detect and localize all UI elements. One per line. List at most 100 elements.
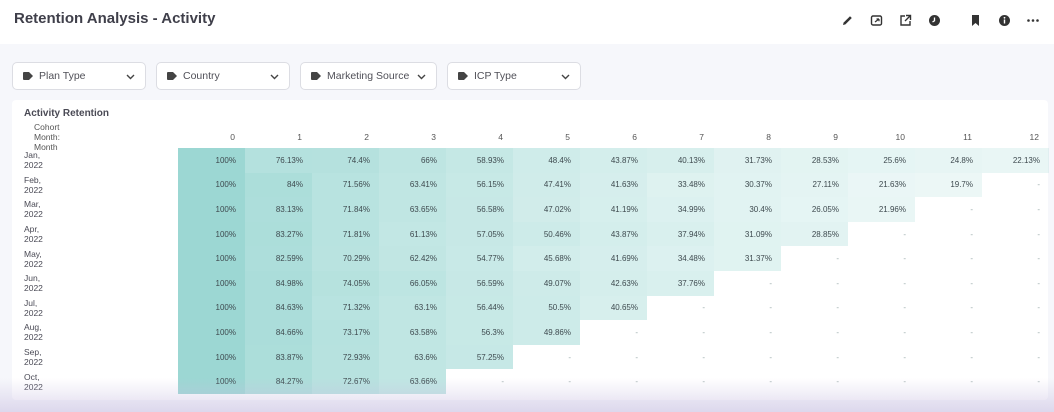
chevron-down-icon — [270, 72, 279, 84]
clock-icon — [928, 14, 940, 26]
column-header: 4 — [498, 132, 503, 142]
filter-label: Plan Type — [39, 70, 86, 82]
retention-cell: 84.27% — [245, 369, 312, 394]
filter-icp-type[interactable]: ICP Type — [447, 62, 581, 90]
retention-cell: 26.05% — [781, 197, 848, 222]
retention-cell: 19.7% — [915, 172, 982, 198]
retention-cell: - — [1037, 278, 1040, 288]
chevron-down-icon — [561, 72, 570, 84]
retention-cell: - — [903, 352, 906, 362]
retention-cell: 83.13% — [245, 197, 312, 222]
retention-cell: 28.53% — [781, 148, 848, 173]
edit-button[interactable] — [834, 10, 860, 30]
retention-cell: 82.59% — [245, 246, 312, 271]
retention-cell: - — [769, 278, 772, 288]
retention-cell: 56.59% — [446, 271, 513, 296]
retention-cell: 24.8% — [915, 148, 982, 173]
retention-cell: - — [970, 204, 973, 214]
retention-cell: 31.09% — [714, 221, 781, 247]
open-external-button[interactable] — [892, 10, 918, 30]
retention-cell: 37.76% — [647, 271, 714, 296]
more-button[interactable] — [1020, 10, 1046, 30]
filter-country[interactable]: Country — [156, 62, 290, 90]
retention-cell: 100% — [178, 148, 245, 173]
history-button[interactable] — [921, 10, 947, 30]
bookmark-button[interactable] — [962, 10, 988, 30]
column-header: 8 — [766, 132, 771, 142]
retention-cell: 100% — [178, 369, 245, 394]
retention-cell: 100% — [178, 197, 245, 222]
retention-cell: - — [635, 377, 638, 387]
retention-cell: 73.17% — [312, 320, 379, 345]
retention-cell: - — [903, 327, 906, 337]
column-header: 2 — [364, 132, 369, 142]
retention-cell: 66.05% — [379, 271, 446, 296]
retention-cell: - — [903, 377, 906, 387]
bookmark-icon — [971, 14, 979, 26]
retention-cell: - — [1037, 254, 1040, 264]
retention-cell: - — [903, 254, 906, 264]
retention-cell: 84.63% — [245, 295, 312, 321]
retention-cell: 100% — [178, 172, 245, 198]
retention-cell: 71.84% — [312, 197, 379, 222]
retention-cell: - — [970, 229, 973, 239]
info-button[interactable] — [991, 10, 1017, 30]
retention-cell: 72.67% — [312, 369, 379, 394]
retention-cell: 40.13% — [647, 148, 714, 173]
retention-cell: 63.66% — [379, 369, 446, 394]
retention-cell: - — [702, 377, 705, 387]
card-title: Activity Retention — [24, 108, 110, 119]
retention-cell: 50.46% — [513, 221, 580, 247]
cohort-row-label: Aug, 2022 — [24, 322, 43, 343]
retention-cell: 72.93% — [312, 344, 379, 370]
retention-cell: 45.68% — [513, 246, 580, 271]
retention-cell: - — [903, 303, 906, 313]
retention-cell: 54.77% — [446, 246, 513, 271]
retention-cell: - — [568, 377, 571, 387]
pencil-icon — [842, 15, 852, 25]
retention-cell: - — [568, 352, 571, 362]
chevron-down-icon — [126, 72, 135, 84]
retention-cell: 57.25% — [446, 344, 513, 370]
retention-cell: 66% — [379, 148, 446, 173]
retention-cell: - — [836, 377, 839, 387]
retention-cell: 63.58% — [379, 320, 446, 345]
retention-cell: - — [970, 327, 973, 337]
column-header: 5 — [565, 132, 570, 142]
retention-cell: - — [702, 352, 705, 362]
retention-cell: - — [903, 229, 906, 239]
retention-cell: 25.6% — [848, 148, 915, 173]
filter-label: Country — [183, 70, 220, 82]
retention-cell: 83.27% — [245, 221, 312, 247]
retention-cell: 63.65% — [379, 197, 446, 222]
retention-cell: 63.41% — [379, 172, 446, 198]
retention-cell: 31.73% — [714, 148, 781, 173]
retention-cell: - — [769, 352, 772, 362]
retention-cell: 56.3% — [446, 320, 513, 345]
retention-cell: 34.48% — [647, 246, 714, 271]
retention-cell: 61.13% — [379, 221, 446, 247]
retention-cell: - — [836, 278, 839, 288]
retention-cell: - — [836, 327, 839, 337]
retention-cell: - — [836, 352, 839, 362]
cohort-row-label: May, 2022 — [24, 248, 43, 269]
retention-cell: - — [836, 254, 839, 264]
retention-cell: - — [1037, 327, 1040, 337]
cohort-row-label: Oct, 2022 — [24, 371, 43, 392]
filter-plan-type[interactable]: Plan Type — [12, 62, 146, 90]
page-header: Retention Analysis - Activity — [0, 0, 1054, 44]
retention-cell: - — [970, 278, 973, 288]
retention-cell: 58.93% — [446, 148, 513, 173]
filter-marketing-source[interactable]: Marketing Source — [300, 62, 437, 90]
retention-cell: 71.32% — [312, 295, 379, 321]
retention-cell: 100% — [178, 221, 245, 247]
column-header: 7 — [699, 132, 704, 142]
retention-cell: 22.13% — [982, 148, 1049, 173]
retention-cell: 21.96% — [848, 197, 915, 222]
retention-card: Activity Retention Cohort Month: Month 0… — [12, 100, 1049, 400]
column-header: 1 — [297, 132, 302, 142]
tag-icon — [311, 72, 321, 80]
retention-cell: 43.87% — [580, 221, 647, 247]
retention-cell: 71.56% — [312, 172, 379, 198]
share-button[interactable] — [863, 10, 889, 30]
